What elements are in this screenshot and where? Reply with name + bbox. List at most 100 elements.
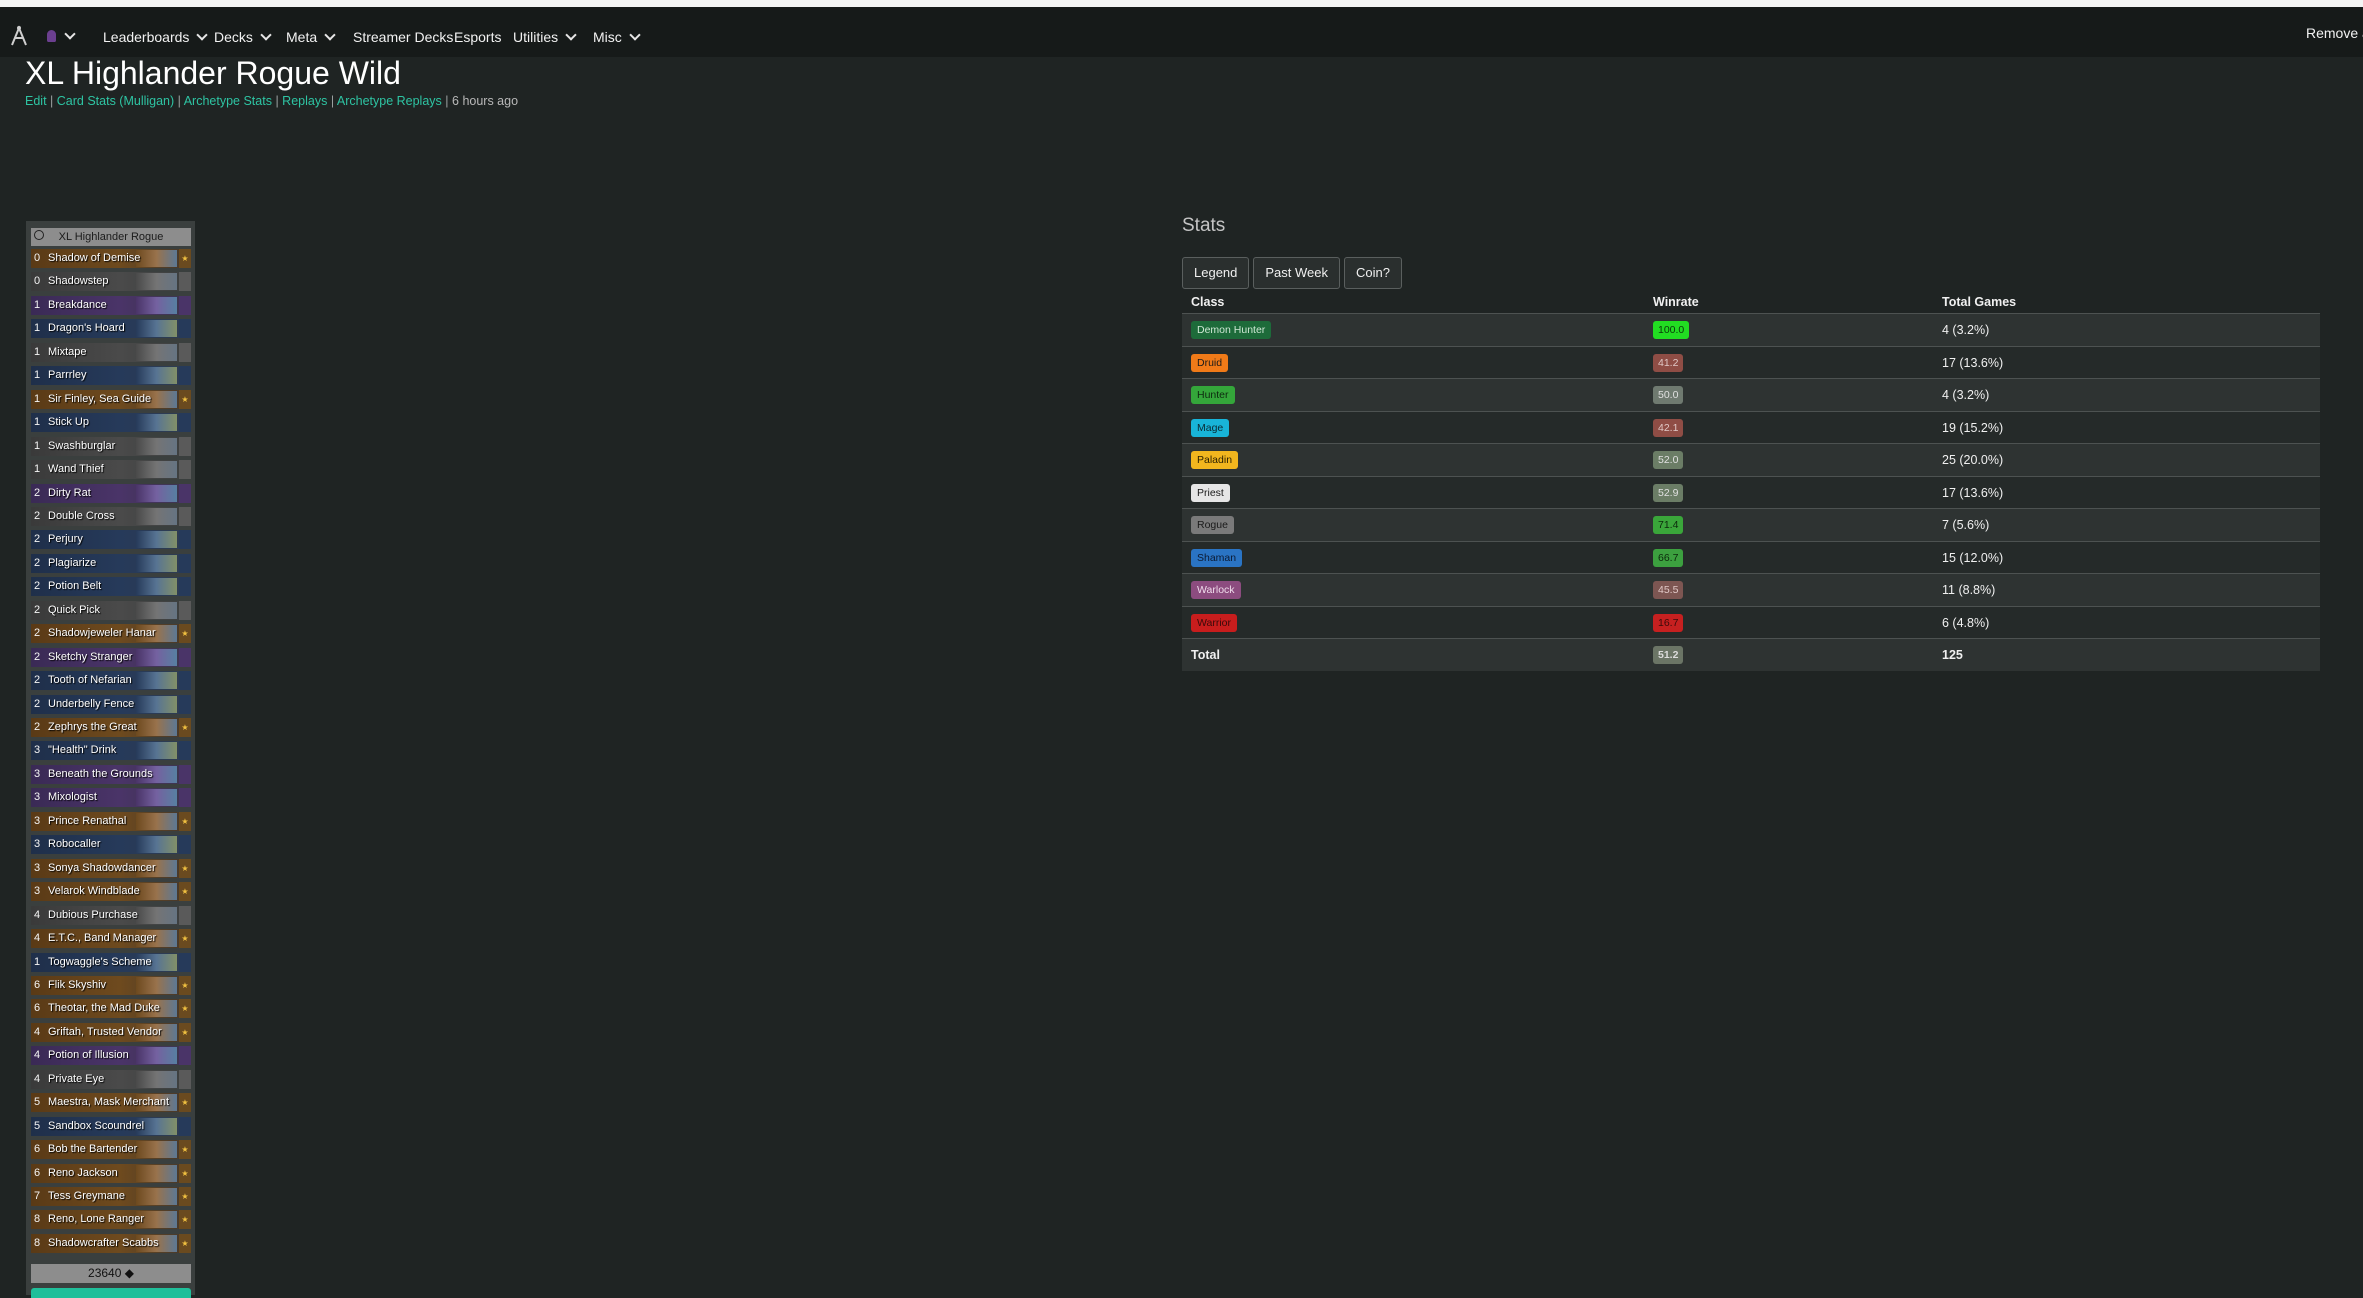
card-tile[interactable]: 2 Perjury (31, 530, 191, 550)
nav-meta[interactable]: Meta (286, 25, 336, 49)
card-tile[interactable]: 7 Tess Greymane ★ (31, 1187, 191, 1206)
tab-past-week[interactable]: Past Week (1253, 257, 1341, 289)
card-cost: 6 (34, 978, 41, 991)
chevron-down-icon (260, 28, 272, 41)
total-games: 4 (3.2%) (1942, 388, 1990, 402)
decklist-header[interactable]: XL Highlander Rogue (31, 228, 191, 246)
card-tile[interactable]: 2 Plagiarize (31, 553, 191, 573)
card-tile[interactable]: 1 Swashburglar (31, 436, 191, 456)
card-tile[interactable]: 2 Shadowjeweler Hanar ★ (31, 624, 191, 644)
card-name: Parrrley (48, 369, 87, 382)
card-tile[interactable]: 2 Sketchy Stranger (31, 647, 191, 667)
card-tile[interactable]: 0 Shadowstep (31, 272, 191, 292)
card-tile[interactable]: 3 Velarok Windblade ★ (31, 882, 191, 902)
card-tile[interactable]: 1 Breakdance (31, 295, 191, 315)
archetype-replays-link[interactable]: Archetype Replays (336, 94, 442, 108)
card-cost: 2 (34, 721, 41, 733)
card-tile[interactable]: 6 Reno Jackson ★ (31, 1163, 191, 1183)
card-name: Prince Renathal (48, 814, 127, 827)
table-row: Warlock 45.5 11 (8.8%) (1182, 573, 2320, 606)
class-badge: Rogue (1191, 516, 1234, 534)
nav-esports[interactable]: Esports (454, 25, 501, 49)
card-tile[interactable]: 1 Dragon's Hoard (31, 319, 191, 339)
card-tile[interactable]: 1 Parrrley (31, 366, 191, 386)
card-tile[interactable]: 4 Private Eye (31, 1069, 191, 1089)
header-total-games[interactable]: Total Games (1942, 295, 2017, 309)
card-tile[interactable]: 3 Robocaller (31, 835, 191, 855)
card-tile[interactable]: 0 Shadow of Demise ★ (31, 249, 191, 268)
card-tile[interactable]: 1 Sir Finley, Sea Guide ★ (31, 389, 191, 409)
card-tile[interactable]: 3 "Health" Drink (31, 741, 191, 761)
card-tile[interactable]: 1 Mixtape (31, 342, 191, 362)
card-tile[interactable]: 3 Prince Renathal ★ (31, 811, 191, 831)
card-name: Maestra, Mask Merchant (48, 1096, 170, 1109)
card-tile[interactable]: 5 Sandbox Scoundrel (31, 1116, 191, 1136)
card-art-image (136, 461, 177, 479)
card-tile[interactable]: 3 Mixologist (31, 788, 191, 808)
card-tile[interactable]: 3 Beneath the Grounds (31, 764, 191, 784)
card-name: Tooth of Nefarian (48, 674, 132, 687)
card-tile[interactable]: 2 Quick Pick (31, 600, 191, 620)
card-tile[interactable]: 4 Dubious Purchase (31, 905, 191, 925)
total-games: 19 (15.2%) (1942, 420, 2004, 435)
replays-link[interactable]: Replays (282, 94, 328, 108)
nav-misc[interactable]: Misc (593, 25, 641, 49)
nav-decks[interactable]: Decks (214, 25, 272, 49)
card-tile[interactable]: 2 Zephrys the Great ★ (31, 718, 191, 737)
card-tile[interactable]: 2 Potion Belt (31, 577, 191, 597)
header-class[interactable]: Class (1191, 295, 1225, 309)
nav-label: Streamer Decks (353, 29, 454, 45)
nav-utilities[interactable]: Utilities (513, 25, 577, 49)
site-logo-icon[interactable] (9, 25, 29, 47)
card-art-image (136, 742, 177, 760)
tab-legend[interactable]: Legend (1182, 257, 1250, 289)
card-cost: 2 (34, 697, 41, 710)
card-tile[interactable]: 1 Wand Thief (31, 460, 191, 480)
tab-coin[interactable]: Coin? (1344, 257, 1402, 289)
card-tile[interactable]: 3 Sonya Shadowdancer ★ (31, 858, 191, 878)
table-row: Druid 41.2 17 (13.6%) (1182, 345, 2320, 378)
card-tile[interactable]: 8 Reno, Lone Ranger ★ (31, 1210, 191, 1230)
copy-deck-button[interactable] (31, 1288, 191, 1298)
card-name: Shadow of Demise (48, 252, 141, 264)
card-tile[interactable]: 8 Shadowcrafter Scabbs ★ (31, 1233, 191, 1253)
user-menu[interactable] (47, 25, 76, 47)
nav-label: Decks (214, 29, 253, 45)
stats-title: Stats (1182, 215, 1226, 236)
edit-link[interactable]: Edit (25, 94, 47, 108)
card-art-image (136, 390, 177, 408)
card-cost: 5 (34, 1096, 41, 1109)
nav-streamer-decks[interactable]: Streamer Decks (353, 25, 453, 49)
card-tile[interactable]: 1 Stick Up (31, 413, 191, 433)
card-art-image (136, 437, 177, 455)
header-winrate[interactable]: Winrate (1653, 295, 1699, 309)
card-name: Mixologist (48, 791, 97, 804)
card-tile[interactable]: 6 Flik Skyshiv ★ (31, 975, 191, 995)
card-tile[interactable]: 1 Togwaggle's Scheme (31, 952, 191, 972)
card-tile[interactable]: 6 Theotar, the Mad Duke ★ (31, 999, 191, 1019)
remove-ads-link[interactable]: Remove ads (2306, 25, 2363, 41)
card-art-image (136, 296, 177, 314)
card-tile[interactable]: 6 Bob the Bartender ★ (31, 1140, 191, 1160)
card-tile[interactable]: 2 Underbelly Fence (31, 694, 191, 714)
navbar: Leaderboards Decks Meta Streamer Decks E… (0, 7, 2363, 57)
card-tile[interactable]: 5 Maestra, Mask Merchant ★ (31, 1093, 191, 1113)
card-count-slot (179, 553, 191, 573)
table-header: Class Winrate Total Games (1182, 291, 2320, 313)
card-tile[interactable]: 4 Potion of Illusion (31, 1046, 191, 1066)
card-tile[interactable]: 2 Tooth of Nefarian (31, 671, 191, 691)
card-tile[interactable]: 4 E.T.C., Band Manager ★ (31, 929, 191, 949)
class-badge: Demon Hunter (1191, 321, 1272, 339)
card-tile[interactable]: 2 Double Cross (31, 506, 191, 526)
archetype-stats-link[interactable]: Archetype Stats (183, 94, 272, 108)
card-stats-link[interactable]: Card Stats (Mulligan) (56, 94, 175, 108)
nav-leaderboards[interactable]: Leaderboards (103, 25, 209, 49)
winrate-badge: 71.4 (1653, 516, 1684, 534)
card-cost: 4 (34, 1072, 41, 1085)
card-tile[interactable]: 4 Griftah, Trusted Vendor ★ (31, 1022, 191, 1042)
table-row: Paladin 52.0 25 (20.0%) (1182, 443, 2320, 476)
dust-cost: 23640 ◆ (31, 1264, 191, 1283)
card-cost: 3 (34, 744, 41, 757)
card-name: Sketchy Stranger (48, 650, 133, 663)
card-tile[interactable]: 2 Dirty Rat (31, 483, 191, 503)
